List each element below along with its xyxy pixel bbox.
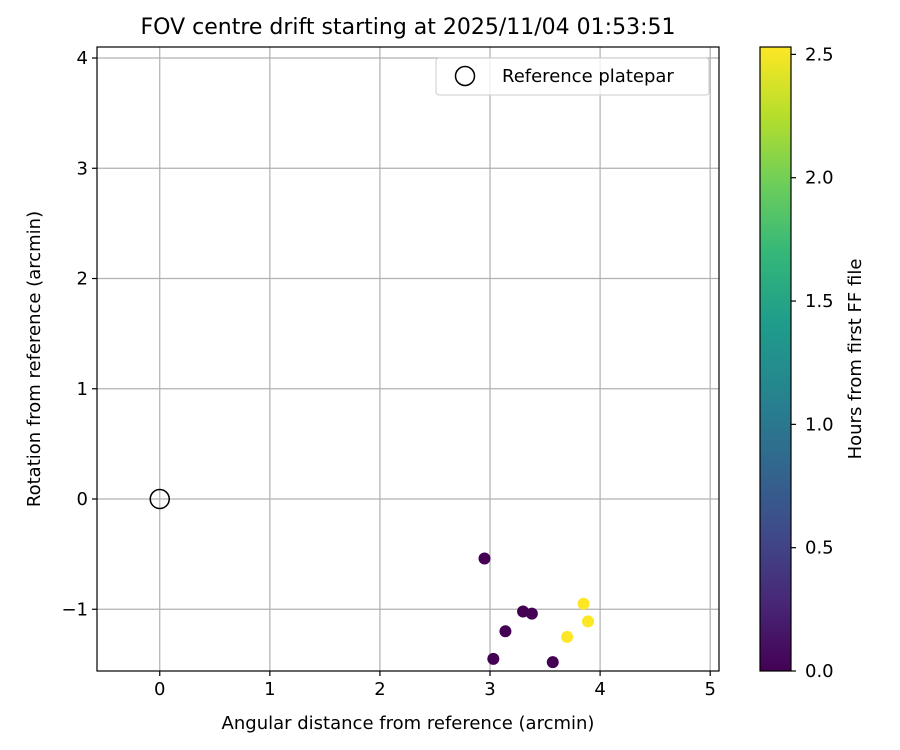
y-tick-label: 2: [77, 269, 88, 290]
colorbar: [759, 46, 792, 672]
legend-marker: [454, 65, 476, 87]
drift-point: [478, 552, 491, 565]
y-axis-label: Rotation from reference (arcmin): [24, 211, 45, 507]
y-tick-label: 4: [77, 48, 88, 69]
x-tick-label: 0: [154, 679, 165, 700]
x-tick-label: 3: [484, 679, 495, 700]
scatter-points: [478, 552, 594, 669]
x-tick-label: 2: [374, 679, 385, 700]
colorbar-tick-label: 1.5: [805, 291, 834, 312]
drift-point: [546, 656, 559, 669]
x-tick-label: 1: [264, 679, 275, 700]
drift-point: [577, 597, 590, 610]
x-axis-label: Angular distance from reference (arcmin): [222, 713, 595, 734]
drift-point: [487, 652, 500, 665]
drift-point: [581, 615, 594, 628]
drift-point: [525, 607, 538, 620]
plot-frame: [96, 46, 720, 672]
x-tick-label: 5: [704, 679, 715, 700]
chart-title: FOV centre drift starting at 2025/11/04 …: [141, 15, 676, 40]
legend-label: Reference platepar: [502, 66, 674, 87]
x-tick-label: 4: [594, 679, 605, 700]
x-axis-ticks: 0 1 2 3 4 5: [154, 671, 716, 700]
colorbar-ticks: 0.0 0.5 1.0 1.5 2.0 2.5: [791, 44, 834, 682]
y-tick-label: 3: [77, 158, 88, 179]
drift-point: [561, 630, 574, 643]
legend: Reference platepar: [435, 57, 710, 96]
colorbar-tick-label: 0.5: [805, 538, 834, 559]
colorbar-label: Hours from first FF file: [845, 259, 866, 460]
colorbar-tick-label: 0.0: [805, 661, 834, 682]
y-tick-label: 0: [77, 489, 88, 510]
colorbar-tick-label: 1.0: [805, 414, 834, 435]
colorbar-tick-label: 2.5: [805, 44, 834, 65]
reference-platepar-marker: [149, 488, 171, 510]
y-axis-ticks: −1 0 1 2 3 4: [61, 48, 97, 620]
y-tick-label: 1: [77, 379, 88, 400]
colorbar-tick-label: 2.0: [805, 168, 834, 189]
grid: [97, 47, 719, 671]
drift-point: [499, 625, 512, 638]
legend-box: [435, 57, 710, 96]
y-tick-label: −1: [61, 599, 88, 620]
